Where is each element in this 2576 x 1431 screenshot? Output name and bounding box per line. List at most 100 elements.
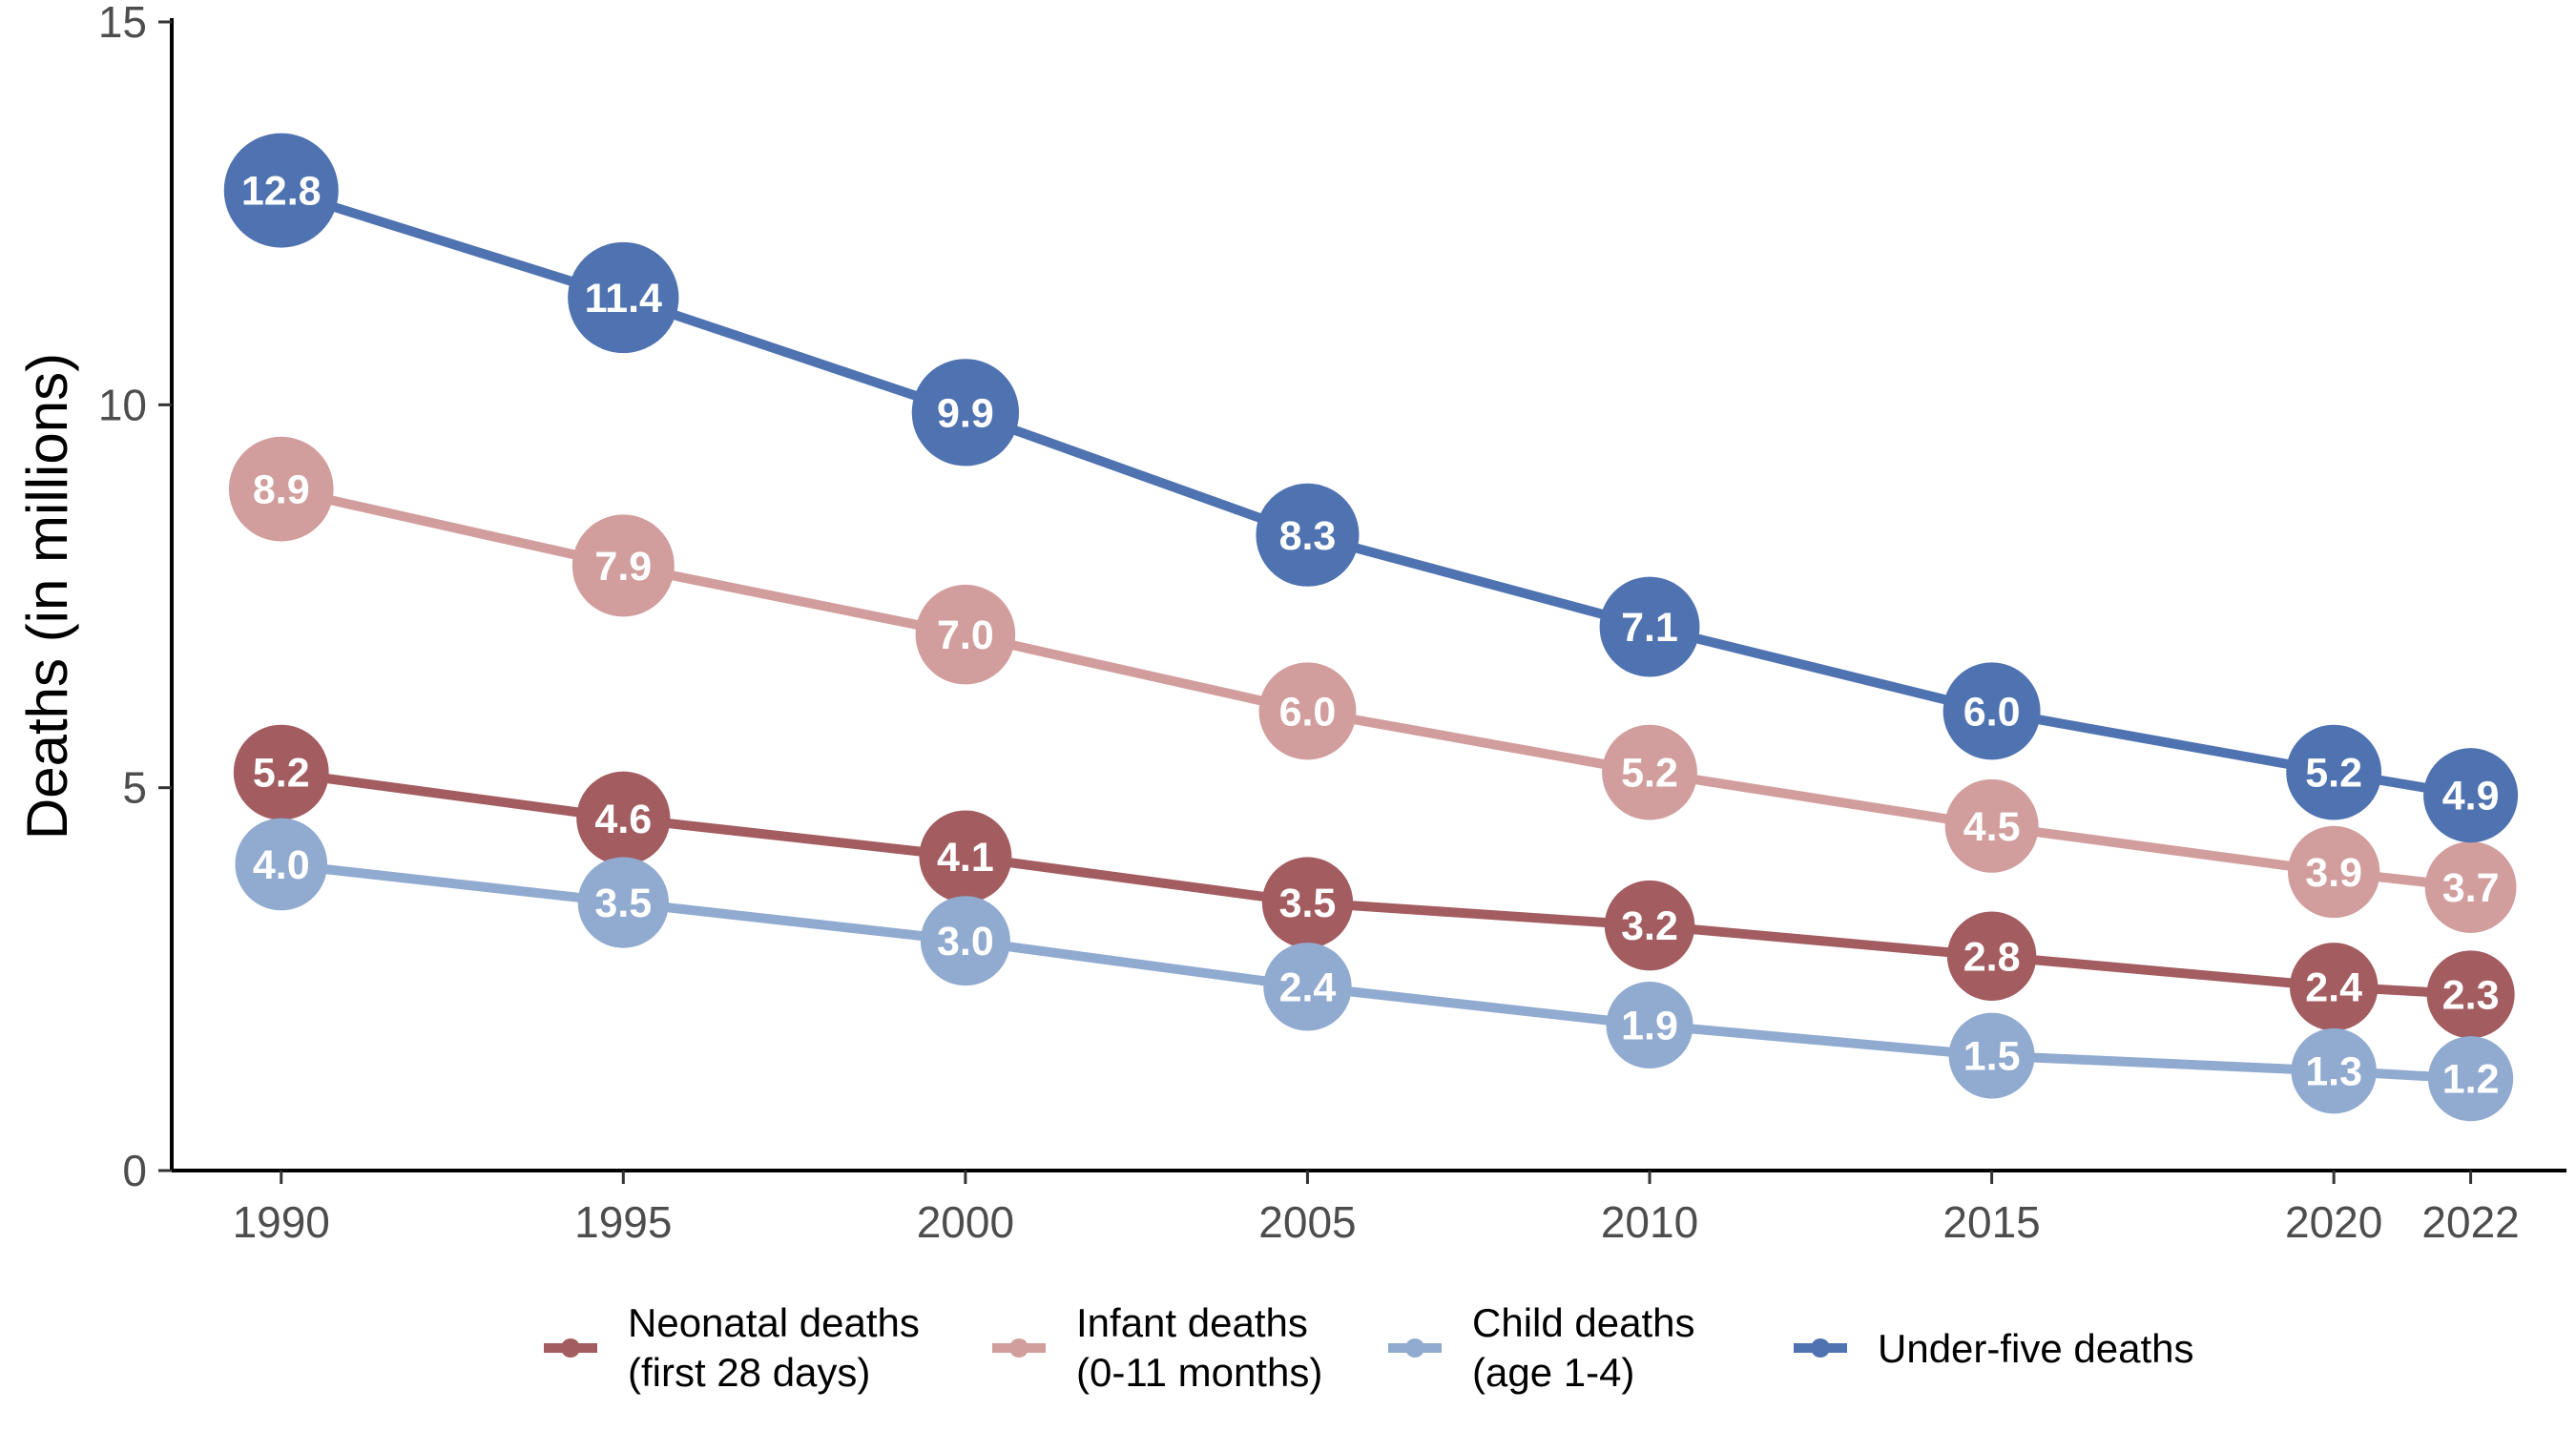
data-point-neonatal	[2426, 950, 2515, 1039]
data-label-neonatal: 3.5	[1279, 881, 1337, 926]
data-point-infant	[1602, 724, 1697, 820]
data-point-child	[1606, 981, 1693, 1069]
data-label-neonatal: 2.3	[2442, 972, 2500, 1018]
series-line-child	[276, 859, 2476, 1084]
legend-label: Under-five deaths	[1878, 1326, 2194, 1371]
legend-label: Child deaths	[1472, 1300, 1694, 1345]
data-point-neonatal	[1261, 857, 1354, 948]
data-label-child: 1.2	[2442, 1057, 2500, 1103]
legend-swatch-dot	[1009, 1338, 1028, 1358]
data-point-neonatal	[2289, 943, 2379, 1031]
y-tick-label: 15	[98, 0, 147, 47]
legend: Neonatal deaths (first 28 days) Infant dea…	[544, 1300, 2194, 1395]
legend-swatch-dot	[1405, 1338, 1424, 1358]
data-label-infant: 7.0	[937, 612, 994, 658]
data-point-infant	[228, 436, 334, 542]
data-label-neonatal: 3.2	[1621, 903, 1678, 949]
data-label-child: 3.5	[594, 881, 652, 926]
y-tick-label: 10	[98, 380, 147, 429]
x-tick-label: 2020	[2285, 1197, 2382, 1247]
data-point-child	[235, 818, 328, 911]
series-points-neonatal: 5.2 4.6 4.1 3.5 3.2 2.8 2.4 2.3	[233, 724, 2515, 1039]
axes: 0 5 10 15 1990 1995 2000 2005 2010 2015 2020 2022 De…	[15, 0, 2566, 1247]
x-tick-label: 2000	[917, 1197, 1014, 1247]
data-point-under5	[1256, 483, 1360, 587]
data-point-child	[1948, 1012, 2035, 1099]
y-tick-label: 5	[122, 763, 147, 813]
data-label-neonatal: 4.6	[594, 797, 652, 842]
data-point-infant	[2424, 841, 2517, 933]
data-label-under5: 9.9	[937, 390, 994, 436]
data-label-child: 1.3	[2305, 1049, 2362, 1095]
legend-label: Infant deaths	[1076, 1300, 1308, 1345]
series-points-infant: 8.9 7.9 7.0 6.0 5.2 4.5 3.9 3.7	[228, 436, 2517, 933]
data-label-under5: 8.3	[1279, 513, 1337, 559]
data-point-child	[2428, 1036, 2514, 1122]
series-line-infant	[276, 484, 2476, 893]
series-points-child: 4.0 3.5 3.0 2.4 1.9 1.5 1.3 1.2	[235, 818, 2514, 1122]
legend-sublabel: (0-11 months)	[1076, 1350, 1322, 1395]
data-label-under5: 11.4	[585, 276, 662, 321]
legend-item-infant: Infant deaths (0-11 months)	[992, 1300, 1322, 1395]
series-points-under5: 12.8 11.4 9.9 8.3 7.1 6.0 5.2 4.9	[223, 133, 2519, 843]
data-label-child: 3.0	[937, 919, 994, 964]
data-point-child	[577, 857, 669, 948]
data-label-child: 1.5	[1963, 1034, 2021, 1080]
data-label-under5: 6.0	[1963, 689, 2021, 735]
series-line-under5	[276, 185, 2476, 800]
data-point-under5	[223, 133, 339, 248]
x-tick-label: 1990	[233, 1197, 330, 1247]
data-label-infant: 5.2	[1621, 751, 1678, 797]
x-tick-label: 1995	[574, 1197, 672, 1247]
data-point-neonatal	[919, 810, 1012, 903]
data-label-infant: 8.9	[253, 467, 310, 513]
x-tick-label: 2022	[2421, 1197, 2519, 1247]
data-label-under5: 5.2	[2305, 751, 2362, 797]
data-point-under5	[2286, 724, 2382, 820]
data-label-neonatal: 5.2	[253, 751, 310, 797]
data-label-infant: 3.7	[2442, 865, 2500, 911]
legend-swatch-dot	[1811, 1338, 1830, 1358]
y-tick-label: 0	[122, 1146, 147, 1195]
legend-label: Neonatal deaths	[628, 1300, 920, 1345]
data-label-neonatal: 2.8	[1963, 934, 2021, 980]
series-lines	[276, 185, 2476, 1084]
data-point-infant	[1258, 662, 1357, 760]
data-point-infant	[915, 584, 1016, 685]
legend-sublabel: (age 1-4)	[1472, 1350, 1634, 1395]
data-point-child	[920, 896, 1010, 986]
data-point-neonatal	[233, 724, 329, 820]
data-label-neonatal: 4.1	[937, 835, 994, 881]
x-tick-label: 2005	[1258, 1197, 1356, 1247]
data-label-child: 1.9	[1621, 1003, 1678, 1048]
data-point-under5	[568, 241, 679, 354]
x-tick-label: 2015	[1942, 1197, 2040, 1247]
data-label-under5: 4.9	[2442, 774, 2500, 819]
legend-item-child: Child deaths (age 1-4)	[1388, 1300, 1694, 1395]
legend-sublabel: (first 28 days)	[628, 1350, 870, 1395]
data-label-under5: 7.1	[1621, 605, 1678, 651]
data-label-infant: 6.0	[1279, 689, 1337, 735]
data-label-child: 2.4	[1279, 964, 1337, 1010]
series-line-neonatal	[276, 767, 2476, 1000]
data-point-under5	[2423, 748, 2519, 843]
legend-swatch-dot	[561, 1338, 580, 1358]
series-points: 5.2 4.6 4.1 3.5 3.2 2.8 2.4 2.3 8.9 7.9 7.0 6.0 5.2 4…	[223, 133, 2519, 1122]
data-point-infant	[571, 514, 675, 617]
data-point-neonatal	[576, 771, 671, 865]
legend-item-neonatal: Neonatal deaths (first 28 days)	[544, 1300, 920, 1395]
data-point-under5	[1599, 576, 1700, 677]
y-axis-title: Deaths (in millions)	[15, 353, 79, 840]
data-point-child	[1263, 943, 1352, 1031]
x-tick-label: 2010	[1601, 1197, 1698, 1247]
data-point-neonatal	[1604, 880, 1695, 971]
data-point-under5	[1942, 662, 2041, 760]
data-point-neonatal	[1946, 911, 2037, 1001]
data-label-neonatal: 2.4	[2305, 964, 2362, 1010]
data-point-infant	[1944, 778, 2039, 873]
data-label-child: 4.0	[253, 842, 310, 888]
data-point-under5	[911, 359, 1020, 467]
data-label-under5: 12.8	[241, 169, 322, 215]
data-label-infant: 7.9	[594, 544, 652, 590]
